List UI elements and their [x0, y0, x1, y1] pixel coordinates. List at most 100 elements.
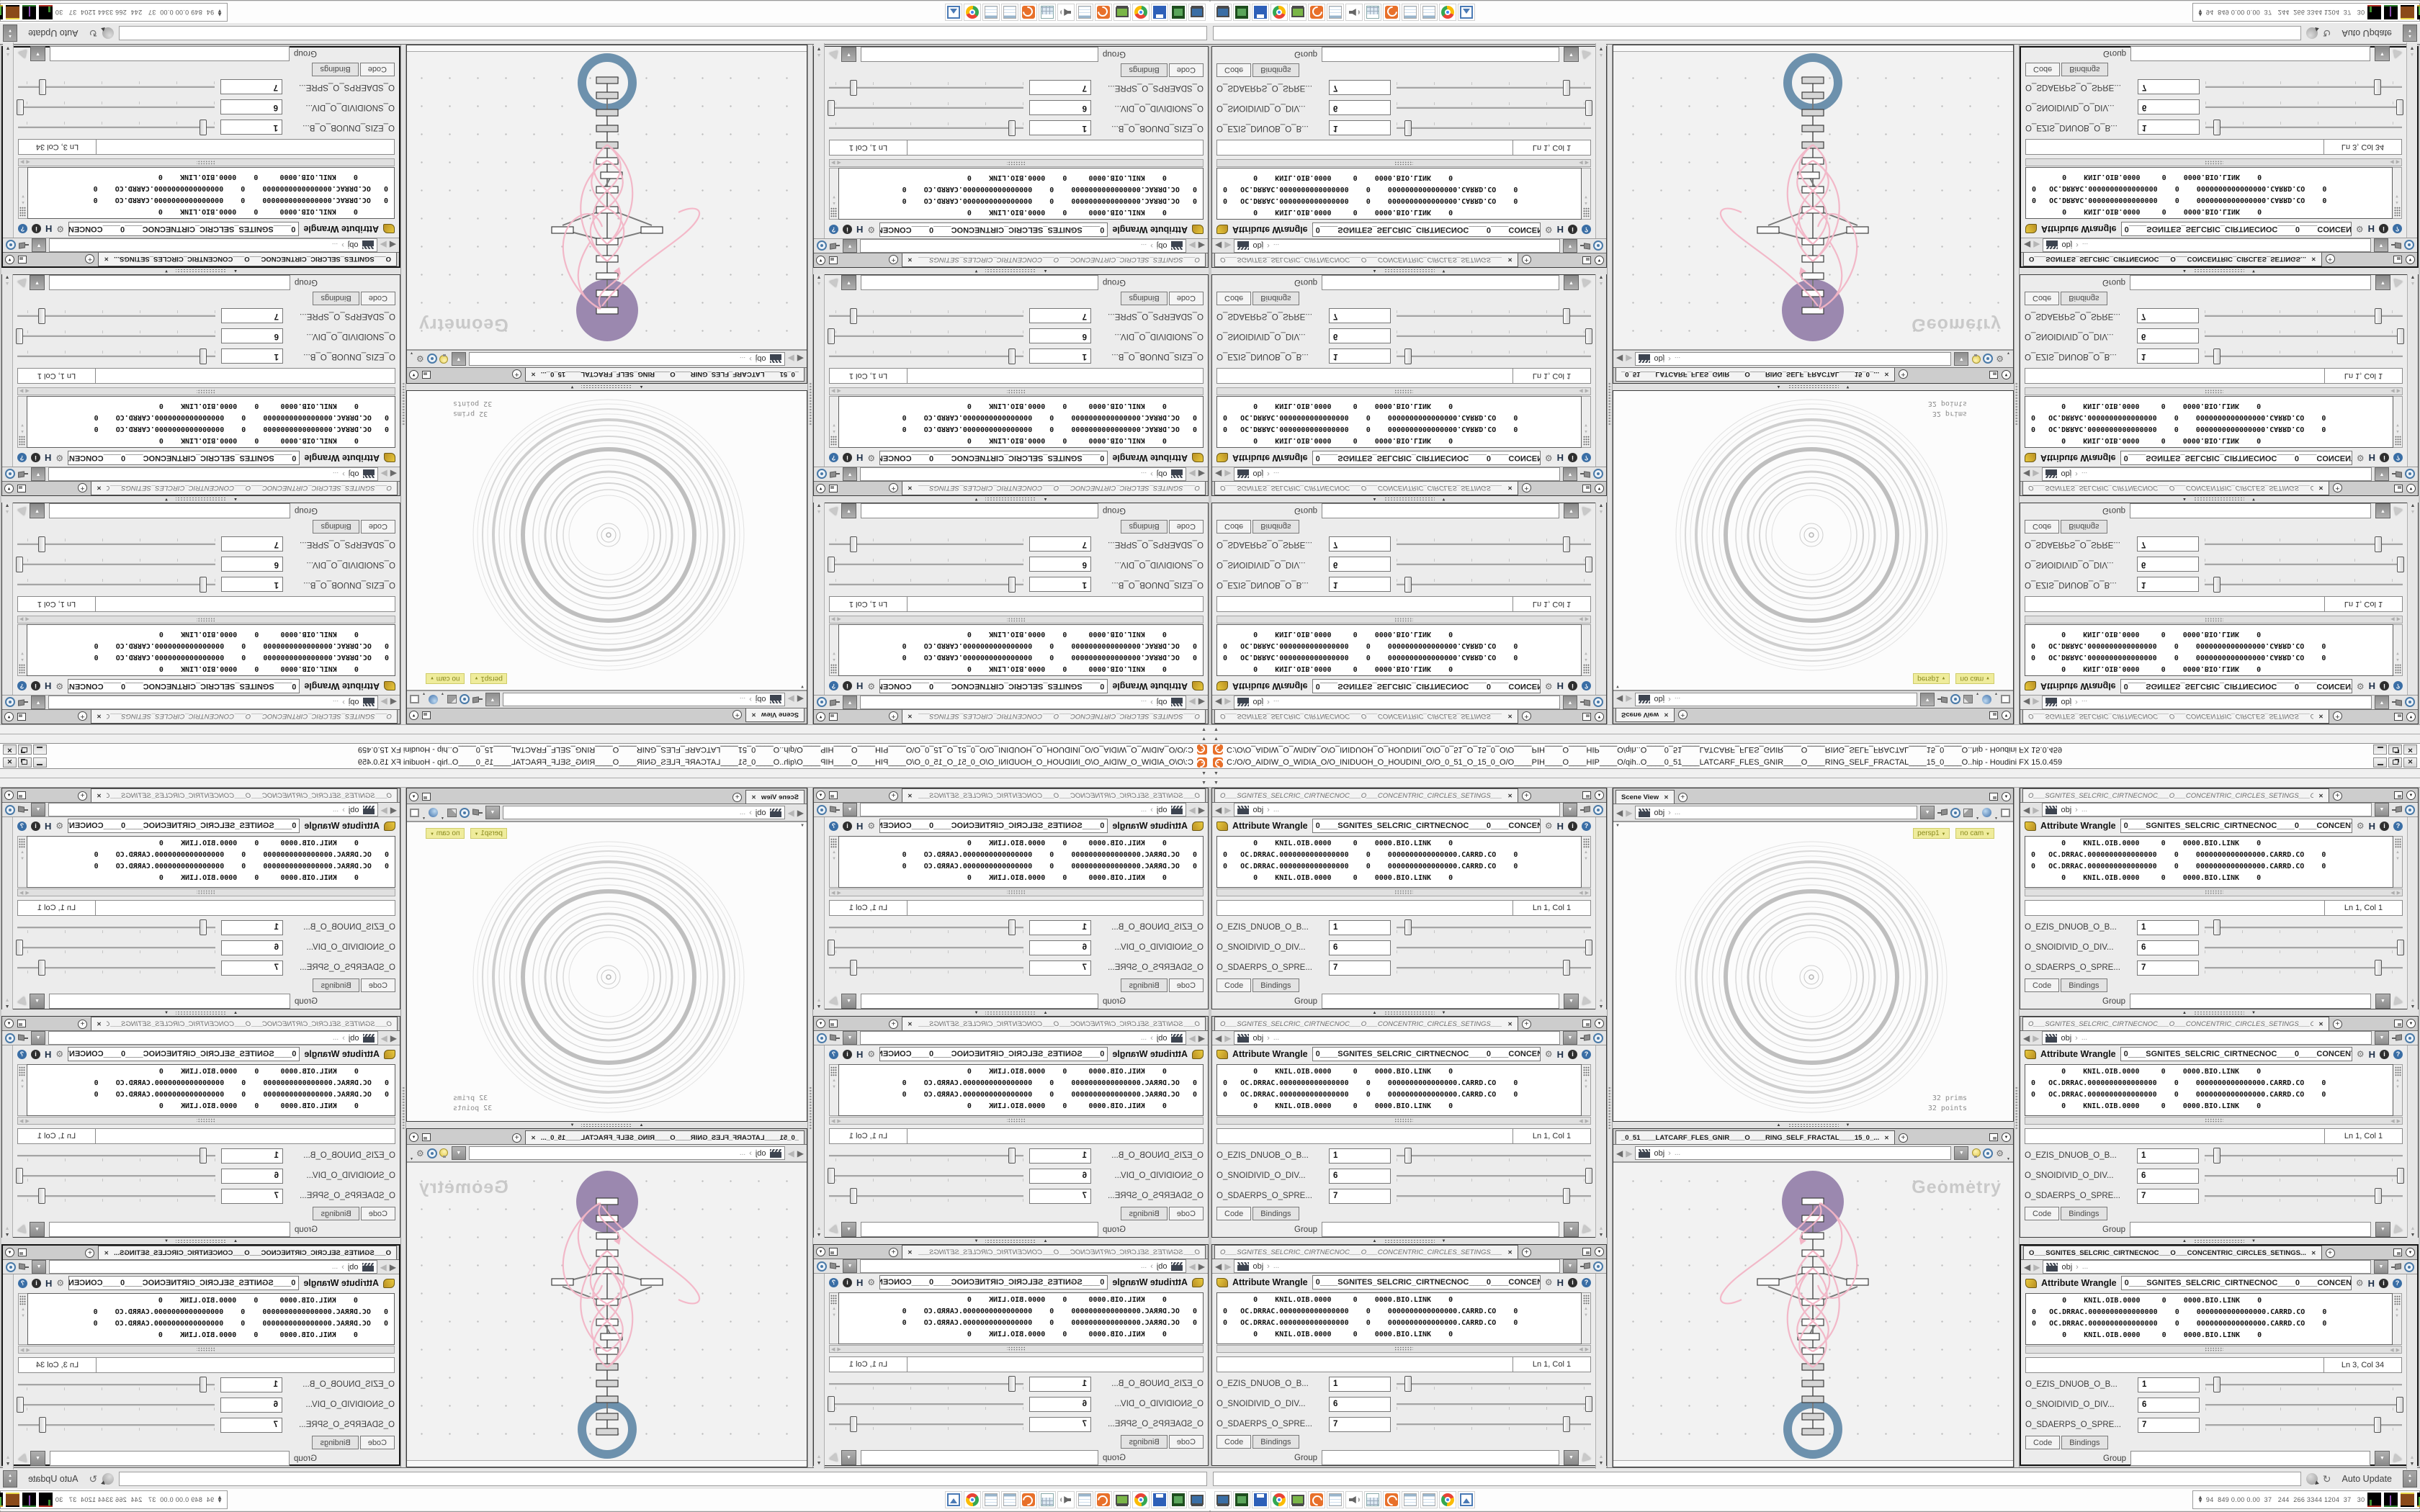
param-slider[interactable] — [15, 557, 215, 572]
pane-menu-icon[interactable]: ▼ — [409, 711, 418, 720]
param-slider[interactable] — [2205, 960, 2403, 976]
page-right-icon[interactable]: ▶ — [19, 388, 24, 394]
wrangle-icon[interactable] — [384, 453, 395, 463]
param-slider[interactable] — [2205, 1397, 2404, 1413]
slider-handle[interactable] — [1585, 328, 1593, 344]
scroll-up-icon[interactable]: ▲ — [816, 1226, 822, 1231]
group-pick-arrow-icon[interactable] — [1582, 49, 1592, 60]
scroll-grip[interactable] — [197, 1118, 216, 1123]
group-dropdown-icon[interactable]: ▼ — [2375, 994, 2390, 1009]
help-icon[interactable]: ? — [2393, 453, 2403, 463]
scroll-up-icon[interactable]: ▲ — [2410, 281, 2416, 286]
collapsed-shelf-strip[interactable]: ▼ — [1210, 778, 2420, 788]
update-mode-stepper[interactable]: ▲ ▼ — [3, 1470, 17, 1488]
slider-handle[interactable] — [200, 348, 207, 364]
page-right-icon[interactable]: ▶ — [19, 890, 24, 896]
wrangle-icon[interactable] — [1216, 1277, 1228, 1287]
group-field[interactable] — [50, 1451, 290, 1466]
tab-bindings[interactable]: Bindings — [1121, 978, 1168, 992]
node-info-icon[interactable]: i — [2379, 1278, 2388, 1288]
scroll-down-icon[interactable]: ▼ — [20, 857, 24, 861]
group-dropdown-icon[interactable]: ▼ — [1564, 994, 1579, 1009]
tab-bindings[interactable]: Bindings — [1121, 292, 1168, 305]
scroll-up-icon[interactable]: ▲ — [2396, 429, 2400, 433]
group-dropdown-icon[interactable]: ▼ — [2375, 275, 2390, 290]
param-slider[interactable] — [2205, 1417, 2402, 1433]
pane-vscrollbar[interactable]: ▲ ▼ — [3, 1274, 14, 1470]
scroll-up-icon[interactable]: ▲ — [5, 52, 11, 57]
pane-splitter[interactable]: ▲ ▼ — [2020, 496, 2419, 503]
param-slider[interactable] — [829, 80, 1023, 96]
network-editor-tab[interactable]: _0_51____LATCARF_FLES_GNIR____O____RING_… — [525, 368, 805, 382]
radial-menu-icon[interactable] — [2405, 1032, 2415, 1043]
path-dropdown-icon[interactable]: ▼ — [1563, 1031, 1577, 1045]
param-value-field[interactable]: 1 — [1329, 120, 1391, 136]
gear-icon[interactable]: ⚙ — [1544, 453, 1553, 463]
pane-maximize-icon[interactable] — [2393, 1248, 2402, 1256]
wrangle-icon[interactable] — [1192, 225, 1204, 235]
back-icon[interactable]: ◀ — [797, 1148, 804, 1158]
param-slider[interactable] — [1397, 308, 1591, 324]
group-field[interactable] — [1322, 1222, 1559, 1237]
tab-close-icon[interactable]: ✕ — [751, 711, 756, 719]
lamp-icon[interactable] — [440, 354, 449, 364]
window-title-bar[interactable]: C:/O/O_AIDIW_O_WIDIA_O/O_INIDUOH_O_HOUDI… — [1210, 743, 2420, 756]
back-icon[interactable]: ◀ — [1198, 240, 1205, 251]
gear-icon[interactable]: ⚙ — [2356, 681, 2365, 691]
slider-handle[interactable] — [849, 80, 857, 96]
param-value-field[interactable]: 1 — [1029, 577, 1091, 593]
path-field[interactable]: obj › ... — [860, 803, 1186, 816]
scroll-grip[interactable] — [2394, 436, 2401, 446]
param-value-field[interactable]: 7 — [1029, 80, 1091, 96]
param-slider[interactable] — [2205, 308, 2403, 324]
scroll-up-icon[interactable]: ▲ — [816, 509, 822, 514]
node-name-field[interactable]: 0____SGNITES_SELCRIC_CIRTNECNOC____0____… — [2120, 1276, 2352, 1290]
shading-mode-icon[interactable] — [447, 695, 457, 704]
forward-icon[interactable]: ▶ — [380, 240, 387, 251]
code-hscrollbar[interactable]: ◀ ▶ — [17, 387, 395, 395]
code-vscrollbar[interactable]: ▲ ▼ — [1582, 624, 1591, 676]
gear-icon[interactable]: ⚙ — [416, 354, 424, 364]
code-hscrollbar[interactable]: ◀ ▶ — [1216, 888, 1591, 896]
param-slider[interactable] — [827, 1396, 1023, 1412]
new-tab-button[interactable]: + — [85, 254, 95, 264]
new-tab-button[interactable]: + — [78, 1020, 88, 1029]
param-value-field[interactable]: 6 — [2138, 99, 2200, 115]
new-tab-button[interactable]: + — [512, 369, 522, 379]
restore-button[interactable] — [18, 757, 32, 768]
tab-code[interactable]: Code — [1168, 292, 1204, 305]
radial-menu-icon[interactable] — [1593, 240, 1603, 251]
node-info-icon[interactable]: i — [31, 821, 40, 831]
expand-chevron-icon[interactable]: ▲ ▼ — [2197, 8, 2203, 18]
pane-vscrollbar[interactable]: ▲ ▼ — [2407, 500, 2418, 695]
pane-menu-icon[interactable]: ▼ — [2406, 255, 2415, 264]
taskbar-item-speaker[interactable] — [1345, 1491, 1363, 1508]
pane-menu-icon[interactable]: ▼ — [816, 256, 825, 265]
back-icon[interactable]: ◀ — [1215, 1261, 1222, 1272]
help-icon[interactable]: ? — [2393, 821, 2403, 831]
group-field[interactable] — [1322, 503, 1559, 518]
pane-tab[interactable]: O___SGNITES_SELCRIC_CIRTNECNOC___O___CON… — [902, 482, 1206, 495]
param-value-field[interactable]: 6 — [2137, 940, 2199, 955]
tab-close-icon[interactable]: ✕ — [1507, 1248, 1512, 1256]
hscript-toggle-icon[interactable]: H — [856, 820, 864, 832]
wrangle-icon[interactable] — [383, 224, 395, 234]
slider-handle[interactable] — [1008, 1376, 1016, 1392]
param-value-field[interactable]: 6 — [1029, 1396, 1091, 1412]
path-field[interactable]: obj › ... — [860, 696, 1186, 709]
group-pick-arrow-icon[interactable] — [2393, 996, 2404, 1007]
path-dropdown-icon[interactable]: ▼ — [2374, 238, 2388, 252]
scroll-grip[interactable] — [2394, 1066, 2401, 1076]
taskbar-item-calc[interactable] — [1364, 1491, 1381, 1508]
new-tab-button[interactable]: + — [2325, 254, 2335, 264]
pane-tab[interactable]: O___SGNITES_SELCRIC_CIRTNECNOC___O___CON… — [1214, 1245, 1518, 1259]
scroll-grip[interactable] — [197, 890, 216, 895]
code-text[interactable]: 0 KNIL.OIB.0000 0 0000.BIO.LINK 0 0 OC.D… — [1216, 396, 1582, 448]
node-name-field[interactable]: 0____SGNITES_SELCRIC_CIRTNECNOC____0____… — [879, 679, 1108, 693]
param-slider[interactable] — [15, 940, 215, 955]
param-slider[interactable] — [827, 1168, 1023, 1184]
taskbar-item-note[interactable] — [982, 4, 1000, 21]
path-root[interactable]: obj — [347, 1262, 359, 1272]
new-tab-button[interactable]: + — [2332, 711, 2342, 721]
taskbar-item-drive[interactable] — [1233, 1491, 1250, 1508]
